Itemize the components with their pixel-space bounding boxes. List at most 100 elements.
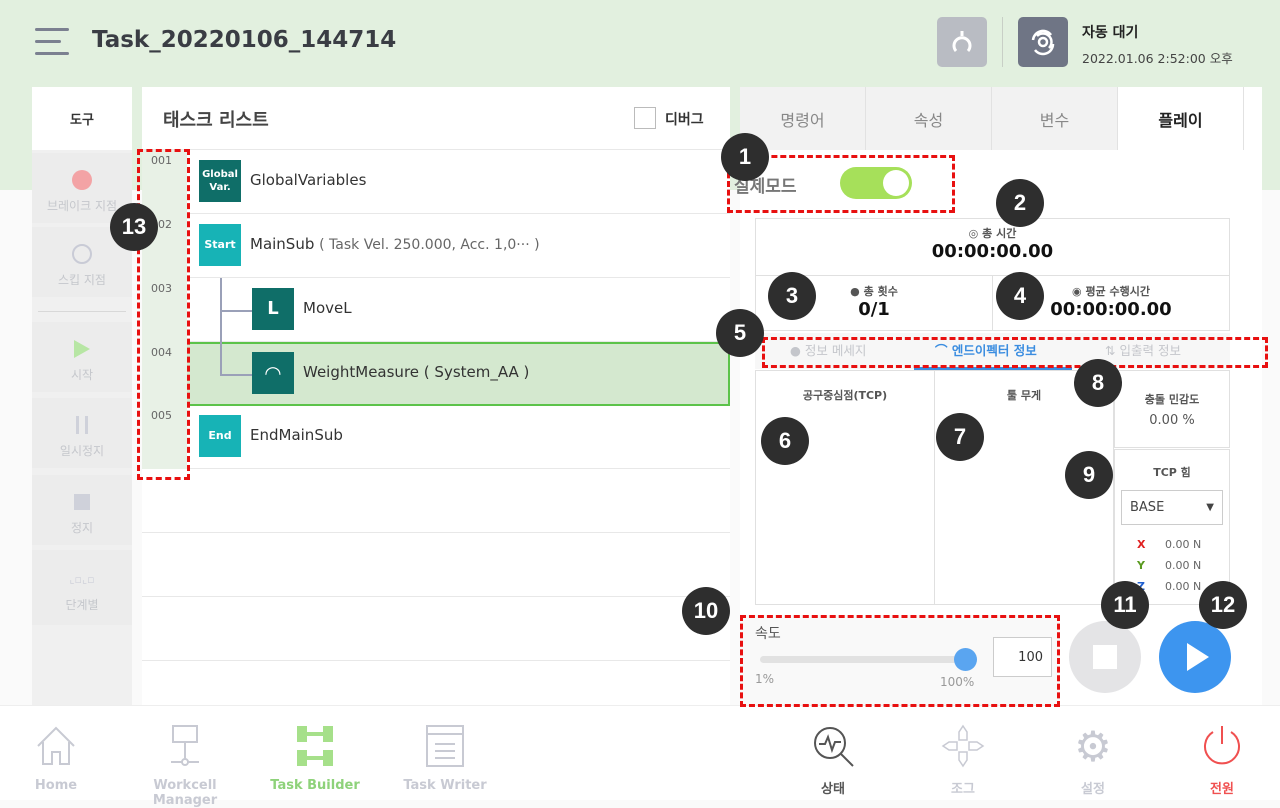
jog-icon xyxy=(941,724,985,768)
subtab-io-info[interactable]: ⇅ 입출력 정보 xyxy=(1105,340,1181,359)
annotation-marker: 12 xyxy=(1199,581,1247,629)
menu-icon[interactable] xyxy=(35,28,69,56)
tool-label: 스킵 지점 xyxy=(58,273,106,287)
subtab-info-messages[interactable]: ● 정보 메세지 xyxy=(790,340,866,359)
annotation-marker: 3 xyxy=(768,272,816,320)
annotation-box-1 xyxy=(727,155,955,213)
tcp-force-cell: TCP 힘 BASE▼ X0.00 N Y0.00 N Z0.00 N xyxy=(1114,449,1230,605)
play-icon xyxy=(1187,643,1209,671)
nav-task-builder[interactable]: Task Builder xyxy=(250,706,380,801)
annotation-marker: 10 xyxy=(682,587,730,635)
subtab-label: 엔드이펙터 정보 xyxy=(951,343,1037,358)
tools-title: 도구 xyxy=(32,87,132,150)
nav-workcell-manager[interactable]: Workcell Manager xyxy=(120,706,250,808)
task-list-panel: 태스크 리스트 디버그 001 Global Var. GlobalVariable… xyxy=(142,87,730,705)
power-icon xyxy=(1204,726,1240,765)
command-label: MoveL xyxy=(303,299,352,317)
task-row[interactable]: 002 Start MainSub ( Task Vel. 250.000, Acc… xyxy=(142,214,730,278)
tab-play[interactable]: 플레이 xyxy=(1118,87,1244,150)
total-count-cell: ● 총 횟수 0/1 xyxy=(755,275,993,331)
line-number: 004 xyxy=(142,342,187,406)
annotation-marker: 6 xyxy=(761,417,809,465)
count-icon: ● xyxy=(850,285,860,298)
real-mode-label: 실제모드 xyxy=(734,177,797,197)
real-mode-toggle[interactable] xyxy=(840,167,912,199)
annotation-box-10 xyxy=(740,615,1060,707)
start-button[interactable]: 시작 xyxy=(32,322,132,392)
nav-settings[interactable]: ⚙ 설정 xyxy=(1028,706,1158,801)
gear-icon: ⚙ xyxy=(1074,722,1112,771)
annotation-marker: 11 xyxy=(1101,581,1149,629)
servo-icon xyxy=(952,31,972,52)
stop-icon xyxy=(74,494,90,510)
subtab-underline xyxy=(914,367,1072,370)
frame-value: BASE xyxy=(1130,500,1165,515)
nav-task-writer[interactable]: Task Writer xyxy=(380,706,510,801)
annotation-marker: 2 xyxy=(996,179,1044,227)
command-detail: ( System_AA ) xyxy=(423,363,530,381)
task-row[interactable]: 001 Global Var. GlobalVariables xyxy=(142,150,730,214)
speed-slider[interactable] xyxy=(760,648,977,671)
home-icon xyxy=(37,726,75,765)
swirl-icon xyxy=(1031,29,1055,56)
datetime: 2022.01.06 2:52:00 오후 xyxy=(1082,51,1233,66)
total-time-value: 00:00:00.00 xyxy=(931,241,1054,262)
breakpoint-button[interactable]: 브레이크 지점 xyxy=(32,153,132,223)
line-number: 005 xyxy=(142,405,187,469)
annotation-marker: 13 xyxy=(110,203,158,251)
task-row[interactable]: 003 L MoveL xyxy=(142,278,730,342)
tool-weight-cell: 툴 무게 xyxy=(934,370,1114,605)
tool-weight-label: 툴 무게 xyxy=(1006,389,1042,402)
subtab-end-effector[interactable]: ⌒ 엔드이펙터 정보 xyxy=(935,340,1037,359)
debug-checkbox[interactable] xyxy=(634,107,656,129)
collision-cell: 충돌 민감도 0.00 % xyxy=(1114,370,1230,448)
annotation-marker: 1 xyxy=(721,133,769,181)
annotation-marker: 8 xyxy=(1074,359,1122,407)
nav-home[interactable]: Home xyxy=(0,706,121,801)
auto-mode-button[interactable] xyxy=(1018,17,1068,67)
play-start-button[interactable] xyxy=(1159,621,1231,693)
tool-label: 브레이크 지점 xyxy=(46,199,118,213)
task-title: Task_20220106_144714 xyxy=(92,27,397,53)
pause-button[interactable]: 일시정지 xyxy=(32,398,132,468)
total-count-value: 0/1 xyxy=(858,299,890,320)
speed-slider-handle[interactable] xyxy=(954,648,977,671)
avg-time-cell: ◉ 평균 수행시간 00:00:00.00 xyxy=(992,275,1230,331)
tab-properties[interactable]: 속성 xyxy=(866,87,992,150)
speed-input[interactable]: 100 xyxy=(993,637,1052,677)
command-detail: ( Task Vel. 250.000, Acc. 1,0··· ) xyxy=(319,237,540,253)
tab-variables[interactable]: 변수 xyxy=(992,87,1118,150)
task-row[interactable]: 005 End EndMainSub xyxy=(142,405,730,469)
speed-max: 100% xyxy=(940,675,975,689)
speed-label: 속도 xyxy=(755,626,781,642)
empty-row xyxy=(142,597,730,661)
play-icon xyxy=(74,340,90,358)
subtab-label: 정보 메세지 xyxy=(804,343,867,358)
stop-icon xyxy=(1093,645,1117,669)
nav-status[interactable]: 상태 xyxy=(768,706,898,801)
skip-circle-icon xyxy=(72,244,92,264)
status-search-icon xyxy=(814,727,854,767)
frame-select[interactable]: BASE ▼ xyxy=(1121,490,1223,525)
io-arrows-icon: ⇅ xyxy=(1105,343,1116,358)
bottom-nav: Home Workcell Manager Task Builder Task … xyxy=(0,705,1280,808)
global-var-icon: Global Var. xyxy=(199,160,241,202)
tool-label: 시작 xyxy=(70,368,94,382)
task-row-selected[interactable]: 004 ◠ WeightMeasure ( System_AA ) xyxy=(142,342,730,406)
tool-label: 일시정지 xyxy=(59,444,105,458)
task-list-title: 태스크 리스트 xyxy=(163,110,269,131)
stop-button[interactable]: 정지 xyxy=(32,475,132,545)
total-count-label: 총 횟수 xyxy=(863,285,898,298)
nav-jog[interactable]: 조그 xyxy=(898,706,1028,801)
empty-row xyxy=(142,533,730,597)
speed-min: 1% xyxy=(755,672,775,686)
step-button[interactable]: ⌞▫⌞▫ 단계별 xyxy=(32,550,132,625)
annotation-marker: 4 xyxy=(996,272,1044,320)
robot-servo-button[interactable] xyxy=(937,17,987,67)
nav-power[interactable]: 전원 xyxy=(1157,706,1280,801)
divider xyxy=(38,311,126,312)
total-time-label: 총 시간 xyxy=(982,227,1017,240)
play-stop-button[interactable] xyxy=(1069,621,1141,693)
empty-row xyxy=(142,469,730,533)
line-number: 003 xyxy=(142,278,187,342)
